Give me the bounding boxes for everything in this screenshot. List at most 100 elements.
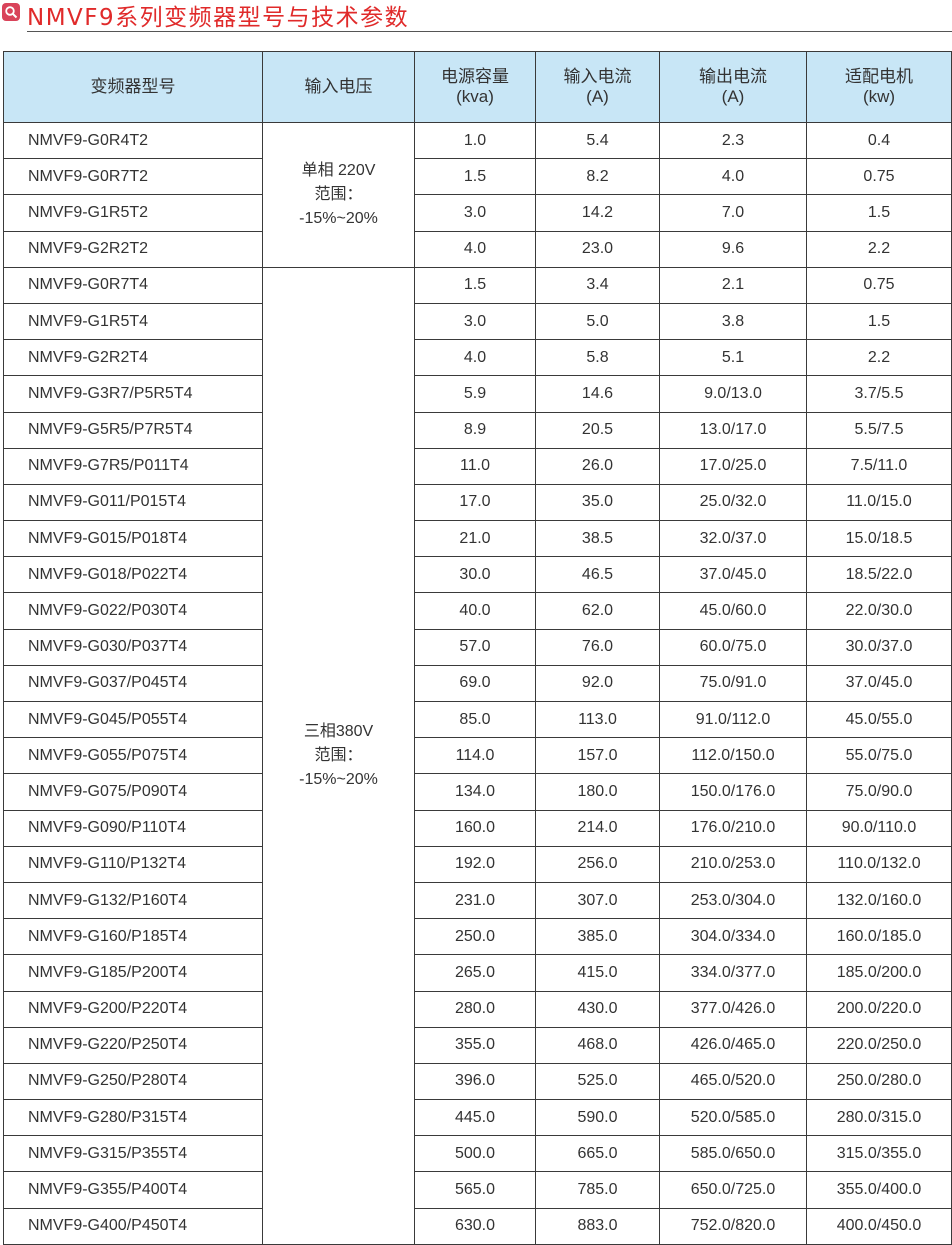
table-row: NMVF9-G055/P075T4 114.0 157.0 112.0/150.0 55… [3, 737, 952, 775]
output-current-cell: 465.0/520.0 [659, 1062, 807, 1101]
motor-power-cell: 75.0/90.0 [806, 773, 952, 811]
table-row: NMVF9-G160/P185T4 250.0 385.0 304.0/334.0 16… [3, 918, 952, 956]
motor-power-cell: 7.5/11.0 [806, 447, 952, 485]
model-cell: NMVF9-G110/P132T4 [3, 845, 263, 883]
table-row: NMVF9-G0R7T4 三相380V 范围： -15%~20% 1.5 3.4 2.1 0.… [3, 266, 952, 1245]
column-header-unit: (A) [721, 87, 745, 106]
capacity-cell: 265.0 [414, 954, 536, 992]
motor-power-cell: 200.0/220.0 [806, 990, 952, 1028]
capacity-cell: 134.0 [414, 773, 536, 811]
model-cell: NMVF9-G132/P160T4 [3, 881, 263, 920]
input-current-cell: 180.0 [535, 773, 660, 811]
model-cell: NMVF9-G037/P045T4 [3, 664, 263, 703]
input-current-cell: 256.0 [535, 845, 660, 883]
model-cell: NMVF9-G185/P200T4 [3, 954, 263, 992]
output-current-cell: 5.1 [659, 339, 807, 377]
table-row: NMVF9-G400/P450T4 630.0 883.0 752.0/820.0 40… [3, 1207, 952, 1245]
motor-power-cell: 11.0/15.0 [806, 483, 952, 522]
capacity-cell: 17.0 [414, 483, 536, 522]
column-header-label: 电源容量 [441, 67, 509, 86]
table-row: NMVF9-G022/P030T4 40.0 62.0 45.0/60.0 22.0/3… [3, 592, 952, 630]
model-cell: NMVF9-G090/P110T4 [3, 809, 263, 847]
input-current-cell: 665.0 [535, 1135, 660, 1173]
column-header: 变频器型号 [3, 51, 263, 123]
input-current-cell: 113.0 [535, 700, 660, 739]
column-header: 输出电流 (A) [659, 51, 807, 123]
table-row: NMVF9-G250/P280T4 396.0 525.0 465.0/520.0 25… [3, 1062, 952, 1101]
output-current-cell: 7.0 [659, 194, 807, 232]
search-icon [2, 3, 20, 21]
column-header-label: 输入电流 [563, 67, 632, 86]
capacity-cell: 500.0 [414, 1135, 536, 1173]
model-cell: NMVF9-G280/P315T4 [3, 1099, 263, 1137]
motor-power-cell: 355.0/400.0 [806, 1171, 952, 1209]
motor-power-cell: 5.5/7.5 [806, 411, 952, 449]
table-row: NMVF9-G037/P045T4 69.0 92.0 75.0/91.0 37.0/4… [3, 664, 952, 703]
output-current-cell: 2.1 [659, 266, 807, 304]
capacity-cell: 3.0 [414, 194, 536, 232]
input-current-cell: 8.2 [535, 158, 660, 196]
spec-table: 变频器型号 输入电压 电源容量 (kva) 输入电流 (A) 输出电流 (A) 适配电机 (kw)… [3, 51, 952, 1245]
capacity-cell: 69.0 [414, 664, 536, 703]
input-current-cell: 157.0 [535, 737, 660, 775]
capacity-cell: 11.0 [414, 447, 536, 485]
page-header: NMVF9系列变频器型号与技术参数 [0, 0, 952, 32]
output-current-cell: 45.0/60.0 [659, 592, 807, 630]
table-row: NMVF9-G132/P160T4 231.0 307.0 253.0/304.0 13… [3, 881, 952, 920]
page-title: NMVF9系列变频器型号与技术参数 [27, 5, 410, 31]
output-current-cell: 650.0/725.0 [659, 1171, 807, 1209]
table-row: NMVF9-G030/P037T4 57.0 76.0 60.0/75.0 30.0/3… [3, 628, 952, 666]
motor-power-cell: 2.2 [806, 230, 952, 268]
column-header-label: 适配电机 [845, 67, 913, 86]
model-cell: NMVF9-G022/P030T4 [3, 592, 263, 630]
table-row: NMVF9-G200/P220T4 280.0 430.0 377.0/426.0 20… [3, 990, 952, 1028]
output-current-cell: 377.0/426.0 [659, 990, 807, 1028]
output-current-cell: 4.0 [659, 158, 807, 196]
capacity-cell: 445.0 [414, 1099, 536, 1137]
table-row: NMVF9-G315/P355T4 500.0 665.0 585.0/650.0 31… [3, 1135, 952, 1173]
input-current-cell: 385.0 [535, 918, 660, 956]
title-divider [27, 31, 952, 32]
input-current-cell: 38.5 [535, 520, 660, 558]
capacity-cell: 192.0 [414, 845, 536, 883]
model-cell: NMVF9-G355/P400T4 [3, 1171, 263, 1209]
input-current-cell: 468.0 [535, 1026, 660, 1064]
input-current-cell: 5.4 [535, 121, 660, 160]
table-row: NMVF9-G075/P090T4 134.0 180.0 150.0/176.0 75… [3, 773, 952, 811]
motor-power-cell: 0.75 [806, 266, 952, 304]
model-cell: NMVF9-G018/P022T4 [3, 556, 263, 594]
motor-power-cell: 3.7/5.5 [806, 375, 952, 413]
output-current-cell: 253.0/304.0 [659, 881, 807, 920]
motor-power-cell: 30.0/37.0 [806, 628, 952, 666]
output-current-cell: 60.0/75.0 [659, 628, 807, 666]
voltage-line: 单相 220V [301, 161, 376, 179]
motor-power-cell: 90.0/110.0 [806, 809, 952, 847]
capacity-cell: 231.0 [414, 881, 536, 920]
table-row: NMVF9-G0R7T2 1.5 8.2 4.0 0.75 [3, 158, 952, 196]
column-header: 输入电流 (A) [535, 51, 660, 123]
input-current-cell: 20.5 [535, 411, 660, 449]
table-row: NMVF9-G355/P400T4 565.0 785.0 650.0/725.0 35… [3, 1171, 952, 1209]
table-row: NMVF9-G110/P132T4 192.0 256.0 210.0/253.0 11… [3, 845, 952, 883]
capacity-cell: 5.9 [414, 375, 536, 413]
capacity-cell: 8.9 [414, 411, 536, 449]
capacity-cell: 30.0 [414, 556, 536, 594]
motor-power-cell: 160.0/185.0 [806, 918, 952, 956]
model-cell: NMVF9-G1R5T4 [3, 302, 263, 341]
model-cell: NMVF9-G200/P220T4 [3, 990, 263, 1028]
model-cell: NMVF9-G030/P037T4 [3, 628, 263, 666]
capacity-cell: 250.0 [414, 918, 536, 956]
input-current-cell: 26.0 [535, 447, 660, 485]
output-current-cell: 585.0/650.0 [659, 1135, 807, 1173]
output-current-cell: 426.0/465.0 [659, 1026, 807, 1064]
motor-power-cell: 1.5 [806, 194, 952, 232]
column-header: 适配电机 (kw) [806, 51, 952, 123]
input-current-cell: 785.0 [535, 1171, 660, 1209]
output-current-cell: 210.0/253.0 [659, 845, 807, 883]
capacity-cell: 4.0 [414, 339, 536, 377]
input-current-cell: 5.8 [535, 339, 660, 377]
output-current-cell: 75.0/91.0 [659, 664, 807, 703]
motor-power-cell: 2.2 [806, 339, 952, 377]
voltage-line: 范围： [314, 185, 363, 203]
output-current-cell: 520.0/585.0 [659, 1099, 807, 1137]
